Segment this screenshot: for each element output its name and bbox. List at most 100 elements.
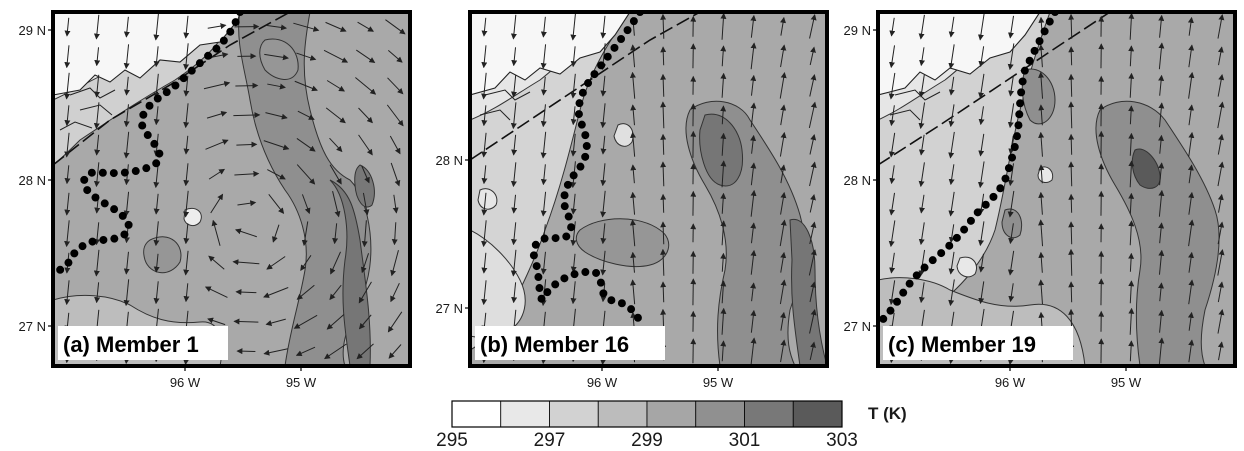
wind-arrow [210, 193, 224, 214]
wind-arrow [385, 19, 406, 35]
wind-arrow [294, 80, 318, 92]
wind-arrow [64, 165, 71, 185]
panel-label: (c) Member 19 [888, 332, 1036, 357]
wind-arrow [266, 256, 286, 270]
wind-arrow [94, 134, 101, 156]
wind-arrow [660, 248, 667, 276]
wind-arrow [750, 102, 757, 128]
wind-arrow [600, 15, 607, 39]
wind-arrow [977, 13, 985, 41]
wind-arrow [183, 250, 190, 276]
wind-arrow [390, 162, 401, 187]
wind-arrow [263, 140, 290, 151]
wind-arrow [94, 222, 101, 246]
wind-arrow [779, 219, 787, 247]
wind-arrow [1007, 103, 1015, 129]
wind-arrow [358, 107, 373, 124]
wind-arrow [1217, 248, 1225, 276]
wind-arrow [325, 21, 347, 32]
wind-arrow [600, 190, 607, 218]
wind-arrow [392, 194, 399, 214]
wind-arrow [153, 73, 160, 99]
wind-arrow [948, 279, 955, 307]
wind-arrow [660, 13, 667, 39]
wind-arrow [511, 134, 518, 156]
wind-arrow [272, 224, 280, 243]
wind-arrow [977, 161, 985, 189]
wind-arrow [720, 160, 727, 188]
wind-arrow [809, 193, 816, 213]
wind-arrow [1068, 73, 1075, 97]
wind-arrow [296, 164, 316, 185]
wind-arrow [809, 221, 817, 245]
wind-arrow [301, 194, 311, 215]
wind-arrow [948, 191, 955, 217]
wind-arrow [1038, 131, 1045, 157]
wind-arrow [237, 200, 257, 207]
colorbar-swatch [646, 400, 697, 428]
wind-arrow [203, 81, 231, 90]
wind-arrow [540, 191, 547, 217]
wind-arrow [1158, 74, 1165, 96]
wind-arrow [948, 44, 955, 70]
lon-tick-label: 95 W [1111, 375, 1142, 390]
wind-arrow [293, 22, 320, 32]
wind-arrow [481, 220, 488, 248]
wind-arrow [511, 194, 518, 214]
wind-arrow [268, 193, 285, 215]
wind-arrow [750, 189, 757, 217]
wind-arrow [183, 103, 190, 129]
wind-arrow [889, 45, 896, 69]
wind-arrow [660, 133, 667, 155]
wind-arrow [1038, 219, 1045, 247]
panel-a: 29 N 28 N 27 N 96 W 95 W (a) Member 1 [19, 10, 412, 390]
wind-arrow [1188, 44, 1195, 68]
map-frame [51, 10, 412, 368]
wind-arrow [481, 72, 488, 100]
wind-arrow [1038, 104, 1045, 126]
wind-arrow [889, 252, 896, 274]
wind-arrow [1217, 13, 1225, 39]
wind-arrow [978, 281, 985, 305]
wind-arrow [1008, 283, 1015, 303]
wind-arrow [1038, 71, 1045, 99]
wind-arrow [511, 74, 518, 98]
wind-arrow [94, 47, 101, 67]
wind-arrow [630, 164, 637, 184]
wind-arrow [948, 224, 955, 244]
wind-arrow [323, 49, 349, 63]
wind-arrow [64, 45, 71, 69]
wind-arrow [234, 228, 257, 238]
wind-arrow [481, 252, 488, 274]
wind-arrow [183, 190, 190, 218]
wind-arrow [295, 346, 316, 357]
colorbar-tick-label: 301 [729, 430, 761, 451]
wind-arrow [481, 165, 488, 185]
wind-arrow [1188, 219, 1195, 247]
wind-arrow [1158, 249, 1165, 275]
wind-arrow [481, 105, 488, 127]
wind-arrow [978, 253, 985, 273]
wind-arrow [630, 131, 637, 157]
wind-arrow [94, 282, 101, 304]
wind-arrow [1038, 279, 1045, 305]
lat-tick-label: 29 N [844, 23, 871, 38]
wind-arrow [183, 223, 190, 245]
wind-arrow [267, 169, 286, 180]
lat-tick-label: 29 N [19, 23, 46, 38]
wind-arrow [570, 13, 577, 41]
wind-arrow [809, 134, 817, 155]
wind-arrow [1158, 162, 1165, 186]
map-frame [876, 10, 1237, 368]
wind-arrow [978, 106, 985, 126]
wind-arrow [233, 112, 261, 119]
wind-arrow [1068, 133, 1075, 155]
wind-arrow [1217, 221, 1225, 245]
wind-arrow [809, 46, 816, 66]
wind-arrow [263, 287, 289, 298]
wind-arrow [1217, 161, 1225, 187]
wind-arrow [93, 249, 100, 277]
colorbar-tick-label: 303 [826, 430, 858, 451]
wind-arrow [93, 102, 100, 130]
wind-arrow [629, 219, 636, 247]
